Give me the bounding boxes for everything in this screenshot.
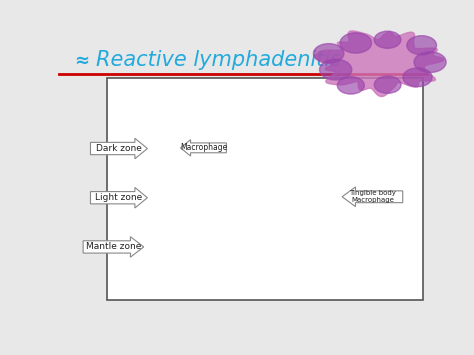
Text: Mantle zone: Mantle zone xyxy=(86,242,141,251)
Polygon shape xyxy=(342,187,403,207)
Circle shape xyxy=(374,31,401,48)
Polygon shape xyxy=(91,187,147,208)
Text: Tingible body
Macrophage: Tingible body Macrophage xyxy=(349,190,396,203)
Polygon shape xyxy=(315,31,444,97)
Circle shape xyxy=(337,77,365,94)
Text: Reactive lymphadenitis: Reactive lymphadenitis xyxy=(96,50,341,70)
Circle shape xyxy=(319,59,352,80)
Polygon shape xyxy=(83,237,144,257)
Polygon shape xyxy=(91,138,147,159)
Polygon shape xyxy=(181,140,227,156)
Circle shape xyxy=(340,33,372,53)
Text: Macrophage: Macrophage xyxy=(180,143,227,152)
Circle shape xyxy=(403,68,432,87)
Text: Dark zone: Dark zone xyxy=(96,144,142,153)
Text: ≈: ≈ xyxy=(74,51,89,69)
FancyBboxPatch shape xyxy=(107,78,423,300)
Circle shape xyxy=(313,44,344,63)
Circle shape xyxy=(374,76,401,93)
Circle shape xyxy=(414,52,446,72)
Circle shape xyxy=(407,36,437,55)
Text: Light zone: Light zone xyxy=(95,193,143,202)
